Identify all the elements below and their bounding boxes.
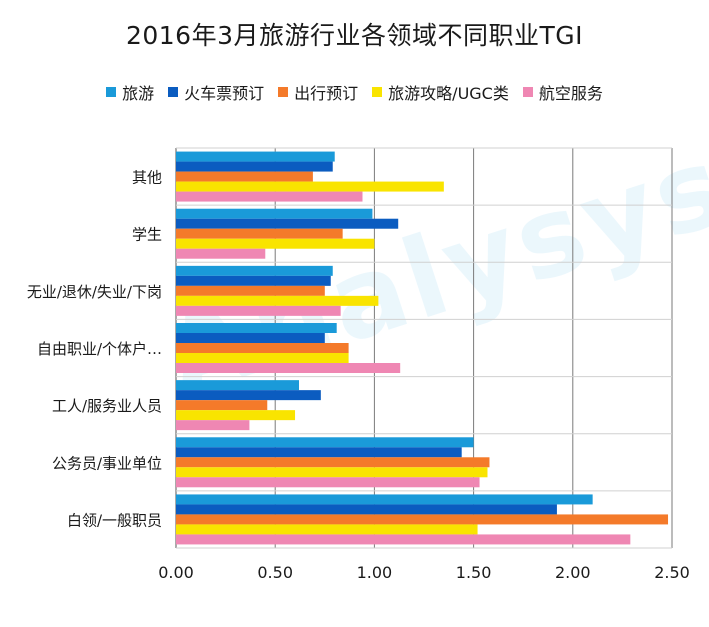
bar-5-series-1 xyxy=(176,380,300,391)
bar-7-series-3 xyxy=(176,514,669,525)
bar-6-series-1 xyxy=(176,437,474,448)
x-tick-label-2: 0.50 xyxy=(257,563,293,582)
bar-1-series-5 xyxy=(176,191,363,202)
legend-swatch-5 xyxy=(522,87,533,97)
bar-5-series-4 xyxy=(176,410,296,421)
bar-3-series-4 xyxy=(176,295,379,306)
bar-4-series-3 xyxy=(176,343,349,353)
legend-label-1: 旅游 xyxy=(122,84,155,103)
category-label-1: 其他 xyxy=(132,169,162,187)
bar-6-series-5 xyxy=(176,477,480,488)
category-label-7: 白领/一般职员 xyxy=(67,511,162,529)
bar-2-series-4 xyxy=(176,238,375,249)
category-label-2: 学生 xyxy=(132,226,162,244)
legend-label-5: 航空服务 xyxy=(538,84,603,103)
legend-item-2: 火车票预订 xyxy=(168,80,264,104)
bar-6-series-3 xyxy=(176,457,490,468)
bar-5-series-2 xyxy=(176,390,321,401)
bar-2-series-2 xyxy=(176,218,399,229)
bar-4-series-1 xyxy=(176,323,337,333)
bar-1-series-1 xyxy=(176,151,335,162)
legend-item-1: 旅游 xyxy=(106,80,154,104)
bar-1-series-3 xyxy=(176,171,313,182)
x-tick-label-4: 1.50 xyxy=(456,563,492,582)
legend-label-3: 出行预订 xyxy=(294,84,359,103)
bar-7-series-1 xyxy=(176,494,593,505)
legend-swatch-4 xyxy=(372,87,383,97)
chart-title: 2016年3月旅游行业各领域不同职业TGI xyxy=(125,21,584,50)
bar-6-series-2 xyxy=(176,447,462,458)
x-tick-label-1: 0.00 xyxy=(158,563,194,582)
bar-4-series-2 xyxy=(176,333,325,343)
legend-swatch-1 xyxy=(106,87,117,97)
bar-7-series-5 xyxy=(176,534,631,545)
bar-4-series-5 xyxy=(176,363,401,373)
legend-item-4: 旅游攻略/UGC类 xyxy=(372,80,509,104)
bar-3-series-2 xyxy=(176,275,331,286)
legend-label-4: 旅游攻略/UGC类 xyxy=(388,84,509,103)
bar-2-series-3 xyxy=(176,228,343,239)
bar-7-series-4 xyxy=(176,524,478,535)
x-tick-label-5: 2.00 xyxy=(555,563,591,582)
bar-4-series-4 xyxy=(176,353,349,363)
category-label-5: 工人/服务业人员 xyxy=(52,397,162,415)
bar-3-series-3 xyxy=(176,285,325,296)
x-tick-label-6: 2.50 xyxy=(654,563,690,582)
x-tick-label-3: 1.00 xyxy=(357,563,393,582)
category-label-6: 公务员/事业单位 xyxy=(52,454,162,472)
category-label-4: 自由职业/个体户… xyxy=(37,340,162,358)
legend-swatch-3 xyxy=(278,87,289,97)
legend-item-3: 出行预订 xyxy=(278,80,358,104)
bar-2-series-1 xyxy=(176,208,373,219)
bar-1-series-2 xyxy=(176,161,333,172)
bar-3-series-5 xyxy=(176,305,341,316)
bar-7-series-2 xyxy=(176,504,557,515)
bar-3-series-1 xyxy=(176,265,333,276)
legend: 旅游 火车票预订 出行预订 旅游攻略/UGC类 航空服务 xyxy=(0,80,709,104)
legend-swatch-2 xyxy=(168,87,179,97)
bar-1-series-4 xyxy=(176,181,444,192)
bar-2-series-5 xyxy=(176,248,266,259)
category-label-3: 无业/退休/失业/下岗 xyxy=(27,283,162,301)
legend-label-2: 火车票预订 xyxy=(184,84,265,103)
bar-6-series-4 xyxy=(176,467,488,478)
bar-5-series-5 xyxy=(176,420,250,431)
bar-5-series-3 xyxy=(176,400,268,411)
legend-item-5: 航空服务 xyxy=(522,80,603,104)
